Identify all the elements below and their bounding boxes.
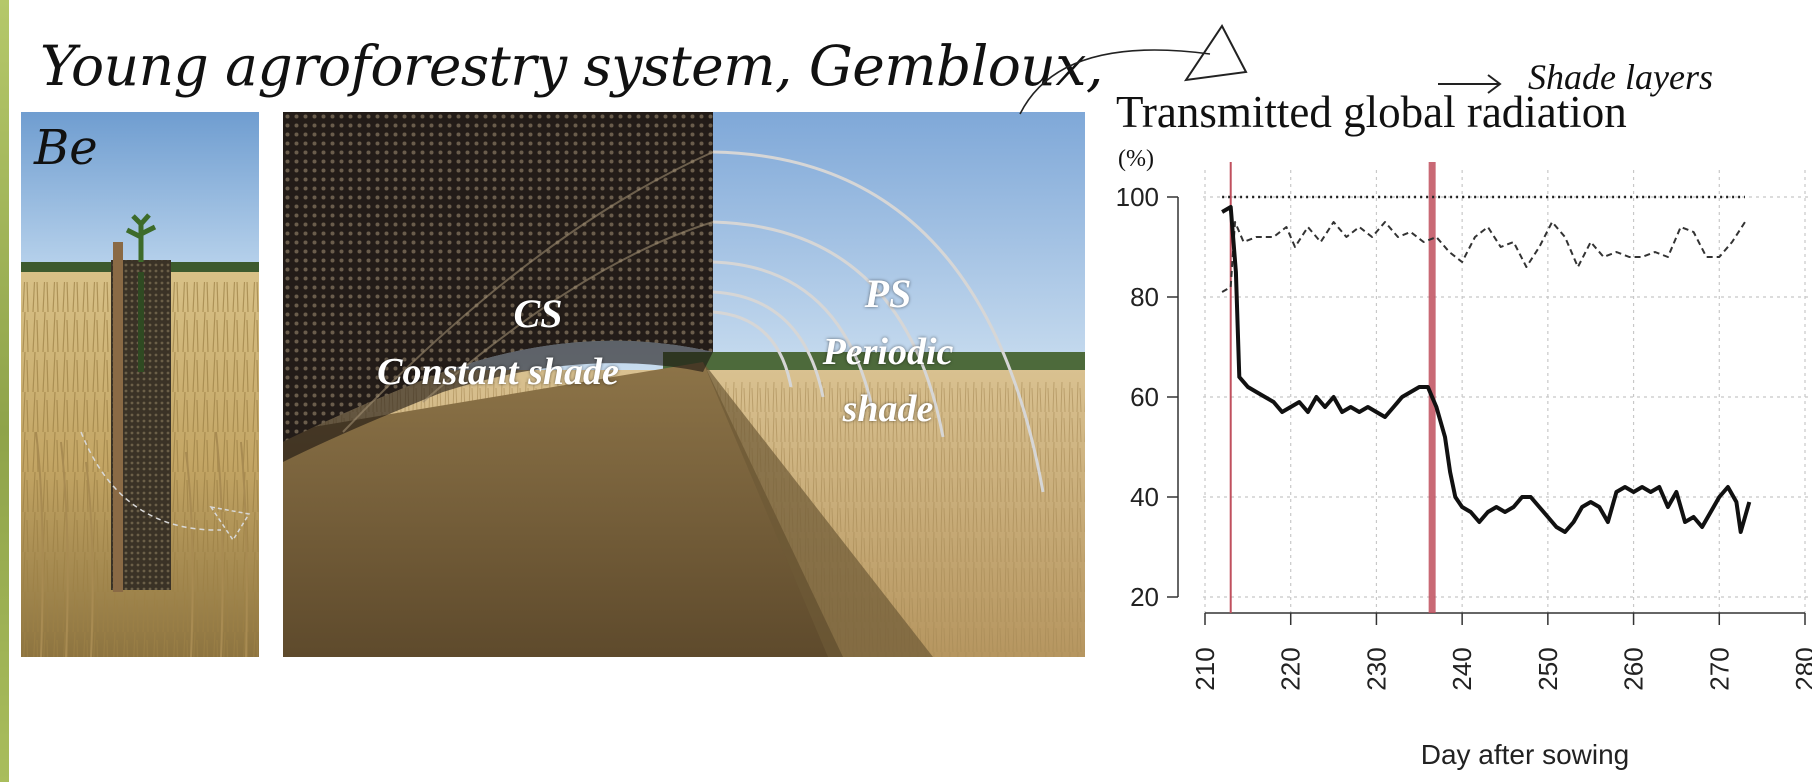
- x-tick-label: 230: [1361, 647, 1391, 690]
- x-tick-label: 220: [1276, 647, 1306, 690]
- y-tick-label: 100: [1116, 182, 1159, 212]
- x-tick-label: 210: [1190, 647, 1220, 690]
- x-tick-label: 270: [1704, 647, 1734, 690]
- tree-photo: [21, 112, 259, 657]
- right-arrow-icon: [1438, 74, 1502, 94]
- x-tick-label: 280: [1790, 647, 1812, 690]
- shade-net-photo: CS Constant shade PS Periodic shade: [283, 112, 1085, 657]
- triangle-icon: [1183, 24, 1248, 82]
- x-axis-label: Day after sowing: [1421, 739, 1630, 770]
- radiation-line-chart: 20 40 60 80 100 210 220 230 240 250 260 270 280 Day a…: [1116, 162, 1812, 770]
- slide-title: Young agroforestry system, Gembloux,: [40, 34, 1103, 98]
- x-tick-label: 240: [1447, 647, 1477, 690]
- x-tick-label: 250: [1533, 647, 1563, 690]
- x-tick-label: 260: [1619, 647, 1649, 690]
- y-tick-label: 80: [1130, 282, 1159, 312]
- chart-title: Transmitted global radiation: [1116, 87, 1627, 137]
- shade-layers-label: Shade layers: [1528, 57, 1713, 97]
- decorative-leaf-strip: [0, 0, 9, 782]
- curved-arrow-icon: [1019, 24, 1248, 115]
- ps-periodic-label: Periodic: [822, 331, 954, 373]
- chart-subtitle: (%): [1118, 146, 1154, 172]
- y-tick-label: 40: [1130, 482, 1159, 512]
- slide-title-continued: Be: [34, 120, 98, 176]
- cs-full-label: Constant shade: [377, 351, 619, 393]
- y-tick-label: 20: [1130, 582, 1159, 612]
- cs-label: CS: [513, 291, 563, 336]
- series-line-solid: [1221, 205, 1752, 534]
- ps-label: PS: [864, 271, 912, 316]
- series-line-dashed: [1221, 221, 1746, 293]
- y-tick-label: 60: [1130, 382, 1159, 412]
- ps-shade-label: shade: [842, 388, 934, 430]
